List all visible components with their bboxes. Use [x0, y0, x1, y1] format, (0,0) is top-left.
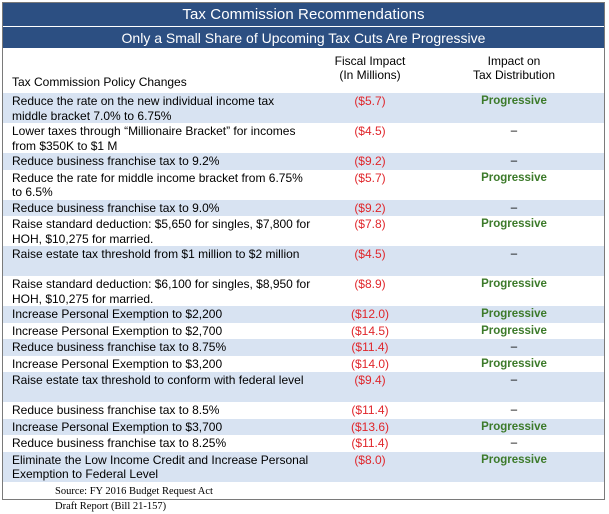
- table-row: Reduce business franchise tax to 8.75% ($…: [3, 339, 604, 356]
- fiscal-cell: ($12.0): [350, 307, 390, 321]
- table-row: Increase Personal Exemption to $2,700 ($1…: [3, 323, 604, 340]
- fiscal-cell: ($4.5): [354, 247, 386, 261]
- fiscal-cell: ($9.2): [354, 200, 386, 215]
- table-row: Lower taxes through “Millionaire Bracket…: [3, 123, 604, 153]
- fiscal-cell: ($8.9): [354, 277, 386, 291]
- fiscal-cell: ($9.4): [354, 373, 386, 387]
- table-body: Reduce the rate on the new individual in…: [3, 93, 604, 482]
- fiscal-cell: ($11.4): [351, 403, 389, 417]
- fiscal-cell: ($14.0): [350, 356, 390, 371]
- table-header: Tax Commission Policy Changes Fiscal Imp…: [3, 48, 604, 93]
- impact-cell: –: [510, 341, 518, 353]
- header-impact-line2: Tax Distribution: [472, 68, 556, 82]
- policy-cell: Reduce the rate on the new individual in…: [12, 94, 275, 123]
- header-fiscal-line1: Fiscal Impact: [334, 54, 406, 68]
- policy-cell: Increase Personal Exemption to $2,700: [12, 323, 223, 338]
- table-row: Increase Personal Exemption to $3,200 ($1…: [3, 356, 604, 373]
- impact-cell: Progressive: [481, 420, 547, 433]
- fiscal-cell: ($8.0): [354, 452, 386, 467]
- policy-cell: Reduce business franchise tax to 8.75%: [12, 340, 227, 354]
- table-row: Raise standard deduction: $5,650 for sin…: [3, 216, 604, 246]
- table-row: Raise standard deduction: $6,100 for sin…: [3, 276, 604, 306]
- impact-cell: Progressive: [481, 357, 547, 370]
- fiscal-cell: ($9.2): [354, 154, 386, 168]
- table-subtitle: Only a Small Share of Upcoming Tax Cuts …: [3, 26, 604, 48]
- impact-cell: –: [510, 155, 518, 167]
- header-policy: Tax Commission Policy Changes: [12, 75, 187, 89]
- fiscal-cell: ($13.6): [350, 419, 390, 434]
- policy-cell: Lower taxes through “Millionaire Bracket…: [12, 124, 296, 153]
- impact-cell: –: [510, 248, 518, 260]
- source-line1: Source: FY 2016 Budget Request Act: [55, 485, 213, 497]
- fiscal-cell: ($7.8): [354, 217, 386, 231]
- table-row: Reduce business franchise tax to 8.25% ($…: [3, 435, 604, 452]
- policy-cell: Eliminate the Low Income Credit and Incr…: [12, 452, 309, 482]
- source-note: Source: FY 2016 Budget Request Act Draft…: [55, 484, 213, 514]
- fiscal-cell: ($5.7): [354, 170, 386, 185]
- policy-cell: Increase Personal Exemption to $2,200: [12, 307, 223, 321]
- table-row: Raise estate tax threshold to conform wi…: [3, 372, 604, 402]
- impact-cell: Progressive: [481, 453, 547, 466]
- source-line2: Draft Report (Bill 21-157): [55, 500, 167, 512]
- table-row: Raise estate tax threshold from $1 milli…: [3, 246, 604, 276]
- header-fiscal: Fiscal Impact (In Millions): [325, 54, 415, 82]
- header-fiscal-line2: (In Millions): [339, 68, 401, 82]
- fiscal-cell: ($14.5): [350, 323, 390, 338]
- policy-cell: Increase Personal Exemption to $3,700: [12, 419, 223, 434]
- policy-cell: Reduce business franchise tax to 8.5%: [12, 403, 220, 417]
- fiscal-cell: ($4.5): [354, 124, 386, 138]
- table-row: Reduce the rate for middle income bracke…: [3, 170, 604, 200]
- table-row: Reduce business franchise tax to 9.0% ($9…: [3, 199, 604, 216]
- policy-cell: Reduce the rate for middle income bracke…: [12, 170, 303, 200]
- impact-cell: Progressive: [481, 278, 547, 290]
- table-row: Eliminate the Low Income Credit and Incr…: [3, 451, 604, 482]
- fiscal-cell: ($11.4): [351, 340, 389, 354]
- policy-cell: Raise standard deduction: $6,100 for sin…: [12, 277, 311, 306]
- impact-cell: –: [510, 125, 518, 137]
- impact-cell: Progressive: [481, 95, 547, 107]
- fiscal-cell: ($11.4): [351, 436, 389, 450]
- impact-cell: –: [510, 374, 518, 386]
- impact-cell: –: [510, 404, 518, 416]
- table-title: Tax Commission Recommendations: [3, 3, 604, 26]
- policy-cell: Increase Personal Exemption to $3,200: [12, 356, 223, 371]
- impact-cell: Progressive: [481, 218, 547, 230]
- impact-cell: Progressive: [481, 171, 547, 184]
- header-impact: Impact on Tax Distribution: [459, 54, 569, 82]
- impact-cell: Progressive: [481, 308, 547, 320]
- policy-cell: Raise estate tax threshold from $1 milli…: [12, 247, 300, 261]
- policy-cell: Reduce business franchise tax to 9.2%: [12, 154, 220, 168]
- impact-cell: –: [510, 437, 518, 449]
- table-row: Increase Personal Exemption to $2,200 ($1…: [3, 306, 604, 323]
- table-row: Reduce the rate on the new individual in…: [3, 93, 604, 123]
- impact-cell: –: [510, 201, 518, 214]
- impact-cell: Progressive: [481, 324, 547, 337]
- table-row: Reduce business franchise tax to 8.5% ($1…: [3, 402, 604, 419]
- table-row: Increase Personal Exemption to $3,700 ($1…: [3, 418, 604, 435]
- policy-cell: Reduce business franchise tax to 8.25%: [12, 436, 227, 450]
- header-impact-line1: Impact on: [487, 54, 541, 68]
- fiscal-cell: ($5.7): [354, 94, 386, 108]
- policy-cell: Reduce business franchise tax to 9.0%: [12, 200, 220, 215]
- table-row: Reduce business franchise tax to 9.2% ($9…: [3, 153, 604, 170]
- policy-cell: Raise estate tax threshold to conform wi…: [12, 373, 304, 387]
- policy-cell: Raise standard deduction: $5,650 for sin…: [12, 217, 311, 246]
